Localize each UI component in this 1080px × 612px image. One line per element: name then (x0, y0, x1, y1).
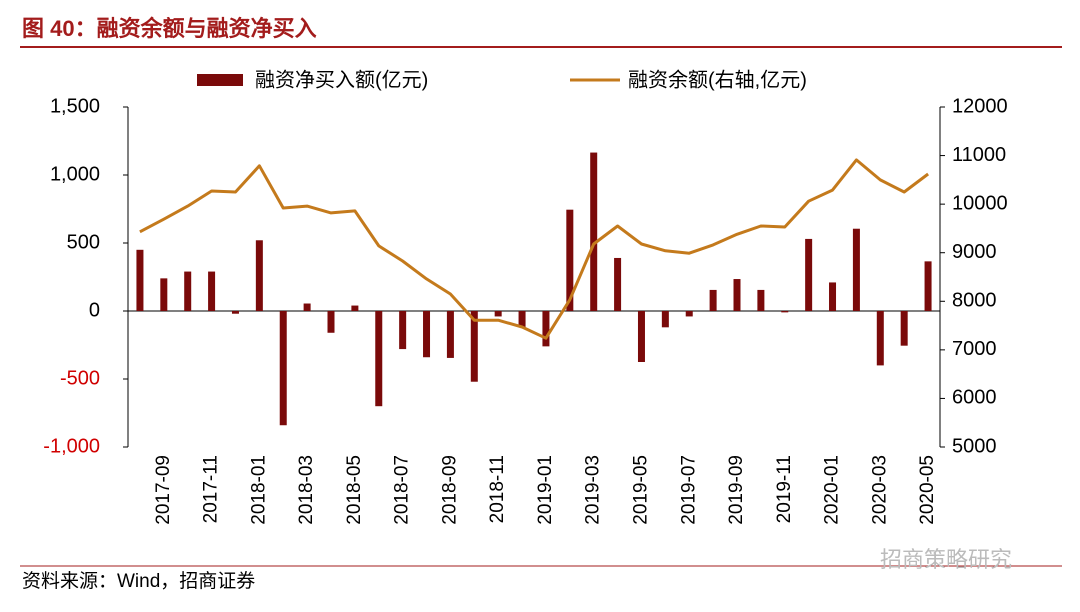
bar (852, 228, 860, 311)
bar (375, 311, 383, 407)
bar (160, 278, 168, 311)
bar (614, 257, 622, 311)
bar (709, 289, 717, 311)
y-tick-label: -500 (60, 367, 100, 389)
legend-swatch (197, 74, 243, 86)
y-tick-label: 500 (67, 231, 100, 253)
chart-title: 图 40：融资余额与融资净买入 (22, 16, 317, 41)
y2-tick-label: 10000 (952, 192, 1008, 214)
bar (733, 279, 741, 311)
bar (661, 311, 669, 328)
bar (781, 311, 789, 313)
bar (637, 311, 645, 362)
bar (685, 311, 693, 317)
bar (279, 311, 287, 426)
x-tick-label: 2018-05 (344, 455, 365, 525)
bar (829, 282, 837, 311)
x-tick-label: 2018-11 (487, 455, 508, 523)
x-tick-label: 2018-07 (392, 455, 413, 525)
y2-tick-label: 5000 (952, 435, 997, 457)
x-tick-label: 2019-11 (774, 455, 795, 523)
bar (518, 311, 526, 328)
x-tick-label: 2019-09 (726, 455, 747, 525)
bar (423, 311, 431, 358)
bar (757, 289, 765, 311)
bar (542, 311, 550, 347)
bar (184, 271, 192, 311)
bar (590, 152, 598, 311)
x-tick-label: 2018-03 (296, 455, 317, 525)
y-tick-label: 1,500 (50, 95, 100, 117)
bar (327, 311, 335, 333)
bar (494, 311, 502, 317)
y2-tick-label: 8000 (952, 290, 997, 312)
y2-tick-label: 6000 (952, 387, 997, 409)
x-tick-label: 2017-09 (153, 455, 174, 525)
x-tick-label: 2017-11 (201, 455, 222, 523)
bar (255, 240, 263, 311)
y2-tick-label: 7000 (952, 338, 997, 360)
x-tick-label: 2020-01 (822, 455, 843, 525)
y2-tick-label: 9000 (952, 241, 997, 263)
y-tick-label: -1,000 (43, 435, 100, 457)
y2-tick-label: 12000 (952, 95, 1008, 117)
x-tick-label: 2018-09 (439, 455, 460, 525)
bar (208, 271, 216, 311)
x-tick-label: 2019-07 (678, 455, 699, 525)
bar (351, 305, 359, 311)
bar (399, 311, 407, 350)
y2-tick-label: 11000 (952, 144, 1006, 166)
bar (876, 311, 884, 366)
bar (231, 311, 239, 314)
bar (446, 311, 454, 358)
bar (303, 303, 311, 311)
bar (566, 209, 574, 311)
source: 资料来源：Wind，招商证券 (22, 570, 255, 592)
x-tick-label: 2020-05 (917, 455, 938, 525)
x-tick-label: 2020-03 (869, 455, 890, 525)
legend-label: 融资余额(右轴,亿元) (628, 68, 807, 91)
line (139, 158, 930, 340)
watermark: 招商策略研究 (880, 547, 1012, 572)
x-tick-label: 2019-01 (535, 455, 556, 525)
legend-label: 融资净买入额(亿元) (255, 68, 428, 91)
bar (136, 249, 144, 311)
x-tick-label: 2019-05 (630, 455, 651, 525)
x-tick-label: 2019-03 (583, 455, 604, 525)
y-tick-label: 0 (89, 299, 100, 321)
x-tick-label: 2018-01 (248, 455, 269, 525)
bar (805, 238, 813, 311)
y-tick-label: 1,000 (50, 163, 100, 185)
bar (924, 261, 932, 311)
bar (900, 311, 908, 346)
bar (470, 311, 478, 382)
